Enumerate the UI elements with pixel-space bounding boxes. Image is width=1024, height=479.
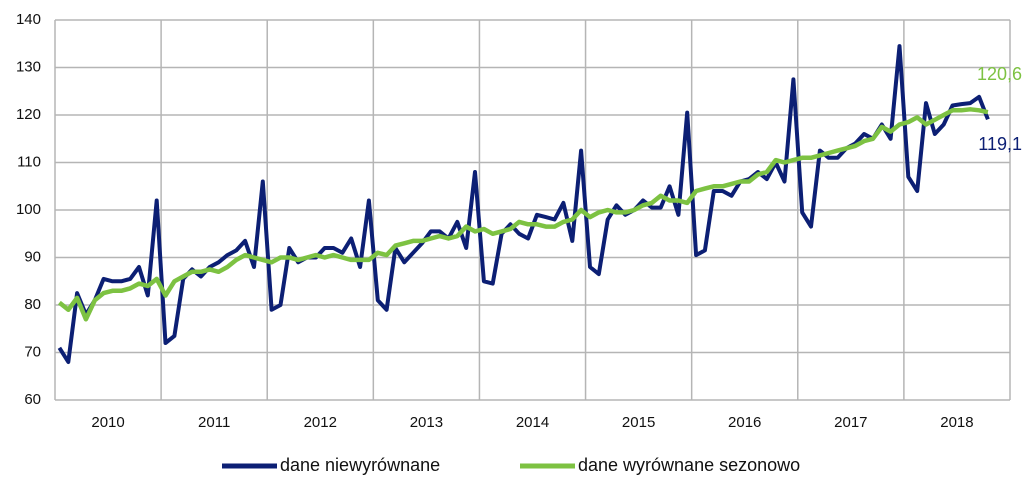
x-tick-label: 2011 xyxy=(198,414,230,431)
y-tick-label: 140 xyxy=(16,11,41,28)
y-tick-label: 90 xyxy=(24,248,41,265)
y-tick-label: 120 xyxy=(16,106,41,123)
x-tick-label: 2010 xyxy=(91,414,124,431)
x-tick-label: 2018 xyxy=(940,414,973,431)
legend-label: dane niewyrównane xyxy=(280,455,440,475)
y-tick-label: 70 xyxy=(24,343,41,360)
value-label: 120,6 xyxy=(977,64,1022,84)
legend-label: dane wyrównane sezonowo xyxy=(578,455,800,475)
x-tick-label: 2016 xyxy=(728,414,761,431)
y-tick-label: 60 xyxy=(24,391,41,408)
series-line xyxy=(57,107,989,322)
y-tick-label: 130 xyxy=(16,58,41,75)
y-tick-label: 110 xyxy=(17,153,41,170)
x-tick-label: 2012 xyxy=(304,414,337,431)
y-tick-label: 100 xyxy=(16,201,41,218)
x-tick-label: 2017 xyxy=(834,414,867,431)
y-tick-label: 80 xyxy=(24,296,41,313)
series-line xyxy=(57,44,990,364)
x-tick-label: 2015 xyxy=(622,414,655,431)
x-tick-label: 2014 xyxy=(516,414,549,431)
x-tick-label: 2013 xyxy=(410,414,443,431)
value-label: 119,1 xyxy=(978,134,1022,154)
